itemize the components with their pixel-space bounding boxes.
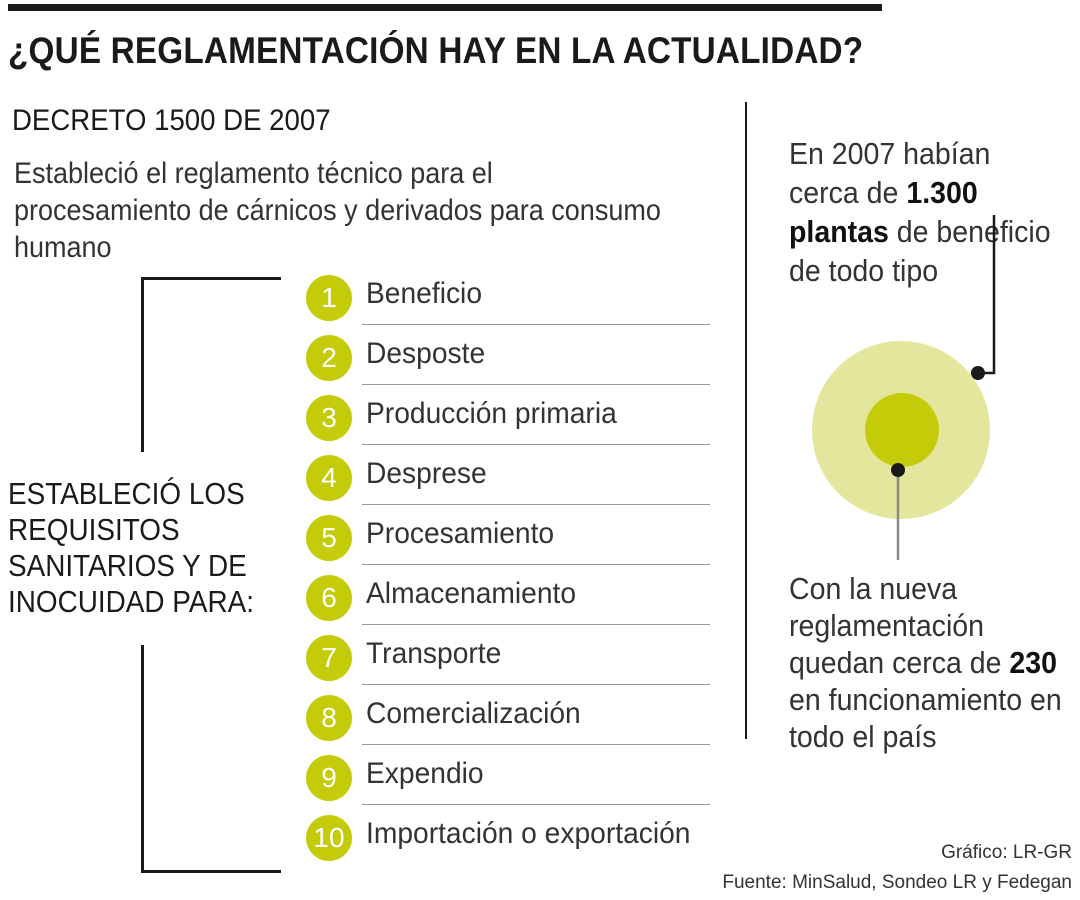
requirements-line: REQUISITOS <box>8 512 180 547</box>
stat-text: Con la nueva reglamentación quedan cerca… <box>789 571 1002 680</box>
step-label: Desposte <box>366 337 486 370</box>
page-title: ¿QUÉ REGLAMENTACIÓN HAY EN LA ACTUALIDAD… <box>8 30 864 71</box>
step-item: 3 Producción primaria <box>300 393 760 453</box>
leader-line-top <box>978 215 996 375</box>
step-number-badge: 3 <box>306 395 352 441</box>
requirements-line: INOCUIDAD PARA: <box>8 584 254 619</box>
step-label: Expendio <box>366 757 484 790</box>
step-number-badge: 1 <box>306 275 352 321</box>
requirements-line: ESTABLECIÓ LOS <box>8 476 245 511</box>
stat-text: En 2007 habían cerca de <box>789 136 991 210</box>
leader-dot-bottom <box>891 463 905 477</box>
step-item: 9 Expendio <box>300 753 760 813</box>
requirements-label: ESTABLECIÓ LOS REQUISITOS SANITARIOS Y D… <box>8 476 254 620</box>
step-label: Procesamiento <box>366 517 555 550</box>
decree-description: Estableció el reglamento técnico para el… <box>14 157 661 264</box>
step-item: 6 Almacenamiento <box>300 573 760 633</box>
vertical-divider <box>745 102 747 739</box>
stat-text: en funcionamiento en todo el país <box>789 682 1062 754</box>
stat-plants-2007: En 2007 habían cerca de 1.300 plantas de… <box>789 134 1065 290</box>
divider <box>362 624 710 625</box>
stat-bold-word: plantas <box>789 214 889 249</box>
divider <box>362 564 710 565</box>
step-label: Desprese <box>366 457 487 490</box>
step-number-badge: 5 <box>306 515 352 561</box>
step-label: Importación o exportación <box>366 817 691 850</box>
step-item: 7 Transporte <box>300 633 760 693</box>
step-label: Transporte <box>366 637 502 670</box>
step-number-badge: 4 <box>306 455 352 501</box>
divider <box>362 384 710 385</box>
step-label: Beneficio <box>366 277 483 310</box>
step-number-badge: 9 <box>306 755 352 801</box>
circle-230-plants <box>865 393 939 467</box>
top-rule <box>8 4 882 11</box>
step-item: 4 Desprese <box>300 453 760 513</box>
step-item: 1 Beneficio <box>300 273 760 333</box>
step-label: Almacenamiento <box>366 577 577 610</box>
step-number-badge: 2 <box>306 335 352 381</box>
step-number-badge: 8 <box>306 695 352 741</box>
stat-plants-now: Con la nueva reglamentación quedan cerca… <box>789 570 1065 755</box>
step-label: Comercialización <box>366 697 581 730</box>
source-credit: Fuente: MinSalud, Sondeo LR y Fedegan <box>722 872 1072 893</box>
divider <box>362 744 710 745</box>
step-label: Producción primaria <box>366 397 617 430</box>
step-item: 2 Desposte <box>300 333 760 393</box>
divider <box>362 504 710 505</box>
bracket-top <box>141 277 281 452</box>
graphic-credit: Gráfico: LR-GR <box>941 842 1072 863</box>
step-item: 10 Importación o exportación <box>300 813 760 873</box>
stat-number: 1.300 <box>906 175 978 210</box>
step-item: 5 Procesamiento <box>300 513 760 573</box>
divider <box>362 324 710 325</box>
stat-text: de beneficio de todo tipo <box>789 214 1051 288</box>
divider <box>362 804 710 805</box>
leader-dot-top <box>971 366 985 380</box>
divider <box>362 444 710 445</box>
decree-name: DECRETO 1500 DE 2007 <box>12 104 331 137</box>
step-number-badge: 7 <box>306 635 352 681</box>
requirements-line: SANITARIOS Y DE <box>8 548 247 583</box>
stat-number: 230 <box>1009 645 1058 680</box>
steps-list: 1 Beneficio 2 Desposte 3 Producción primari… <box>300 273 760 873</box>
divider <box>362 684 710 685</box>
step-number-badge: 6 <box>306 575 352 621</box>
step-number-badge: 10 <box>306 815 352 861</box>
step-item: 8 Comercialización <box>300 693 760 753</box>
bracket-bottom <box>141 645 281 873</box>
